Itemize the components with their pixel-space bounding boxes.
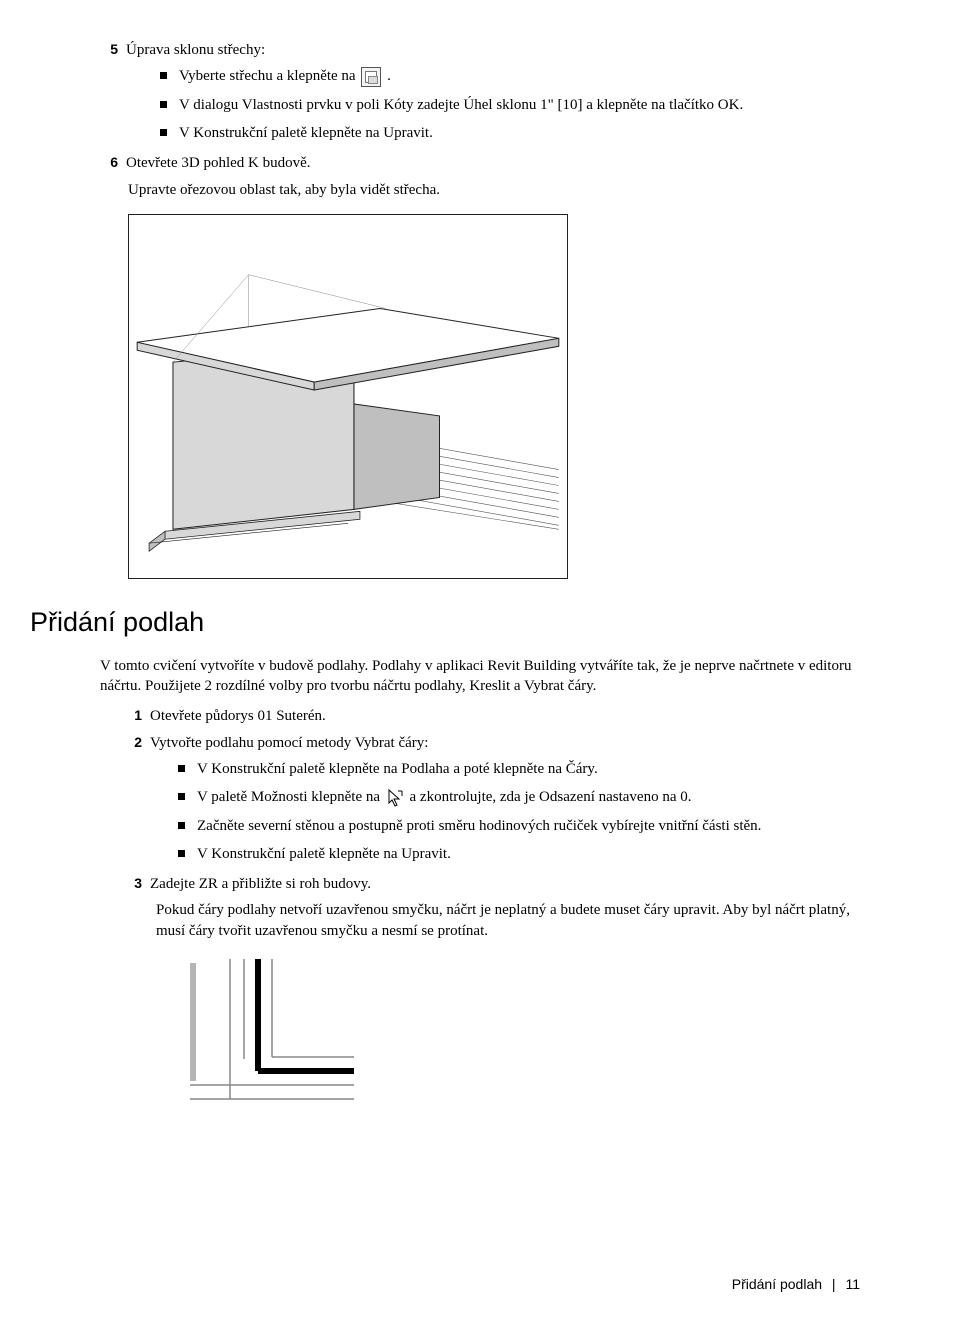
list-item: V Konstrukční paletě klepněte na Podlaha… xyxy=(178,759,860,779)
bullet-1-pre: Vyberte střechu a klepněte na xyxy=(179,68,359,84)
list-item: V Konstrukční paletě klepněte na Upravit… xyxy=(160,123,860,143)
figure-corner-sketch xyxy=(184,959,860,1114)
step-3-para: Pokud čáry podlahy netvoří uzavřenou smy… xyxy=(156,900,860,941)
list-item: Vyberte střechu a klepněte na . xyxy=(160,66,860,87)
s2-bullet-1: V Konstrukční paletě klepněte na Podlaha… xyxy=(197,759,860,779)
step-2-line: 2 Vytvořte podlahu pomocí metody Vybrat … xyxy=(128,733,860,753)
step-1-line: 1 Otevřete půdorys 01 Suterén. xyxy=(128,706,860,726)
step-5-sublist: Vyberte střechu a klepněte na . V dialog… xyxy=(160,66,860,143)
bullet-icon xyxy=(178,822,185,829)
step-5-number: 5 xyxy=(100,40,118,59)
step-1-number: 1 xyxy=(128,706,142,725)
bullet-icon xyxy=(160,101,167,108)
step-6: 6 Otevřete 3D pohled K budově. Upravte o… xyxy=(100,153,860,200)
list-item: Začněte severní stěnou a postupně proti … xyxy=(178,816,860,836)
step-1-text: Otevřete půdorys 01 Suterén. xyxy=(150,706,860,726)
bullet-1-post: . xyxy=(387,68,391,84)
step-2-text: Vytvořte podlahu pomocí metody Vybrat čá… xyxy=(150,733,860,753)
section-intro: V tomto cvičení vytvoříte v budově podla… xyxy=(100,656,860,697)
content-column: 5 Úprava sklonu střechy: Vyberte střechu… xyxy=(100,40,860,1114)
step-3-text: Zadejte ZR a přibližte si roh budovy. xyxy=(150,874,860,894)
footer-label: Přidání podlah xyxy=(732,1276,822,1292)
figure-3d-svg xyxy=(129,215,567,578)
figure-corner-svg xyxy=(184,959,354,1109)
s2-bullet-3: Začněte severní stěnou a postupně proti … xyxy=(197,816,860,836)
bullet-icon xyxy=(178,850,185,857)
step-3-number: 3 xyxy=(128,874,142,893)
step-5: 5 Úprava sklonu střechy: Vyberte střechu… xyxy=(100,40,860,143)
list-item: V dialogu Vlastnosti prvku v poli Kóty z… xyxy=(160,95,860,115)
footer-separator: | xyxy=(832,1276,836,1292)
step-2-number: 2 xyxy=(128,733,142,752)
page-root: 5 Úprava sklonu střechy: Vyberte střechu… xyxy=(0,0,960,1328)
step-6-para: Upravte ořezovou oblast tak, aby byla vi… xyxy=(128,180,860,200)
step-2-sublist: V Konstrukční paletě klepněte na Podlaha… xyxy=(178,759,860,864)
step-5-line: 5 Úprava sklonu střechy: xyxy=(100,40,860,60)
step-6-text: Otevřete 3D pohled K budově. xyxy=(126,153,860,173)
bullet-2-text: V dialogu Vlastnosti prvku v poli Kóty z… xyxy=(179,95,860,115)
bullet-icon xyxy=(178,793,185,800)
s2-bullet-2-pre: V paletě Možnosti klepněte na xyxy=(197,789,384,805)
page-footer: Přidání podlah | 11 xyxy=(732,1276,860,1292)
section-heading: Přidání podlah xyxy=(30,607,860,638)
bullet-icon xyxy=(178,765,185,772)
bullet-text-1: Vyberte střechu a klepněte na . xyxy=(179,66,860,87)
s2-bullet-2: V paletě Možnosti klepněte na a zkontrol… xyxy=(197,787,860,808)
bullet-icon xyxy=(160,129,167,136)
list-item: V Konstrukční paletě klepněte na Upravit… xyxy=(178,844,860,864)
s2-bullet-2-post: a zkontrolujte, zda je Odsazení nastaven… xyxy=(410,789,692,805)
figure-3d-roof xyxy=(128,214,568,579)
step-3-line: 3 Zadejte ZR a přibližte si roh budovy. xyxy=(128,874,860,894)
pick-cursor-icon xyxy=(386,788,404,808)
step-5-text: Úprava sklonu střechy: xyxy=(126,40,860,60)
bullet-3-text: V Konstrukční paletě klepněte na Upravit… xyxy=(179,123,860,143)
element-properties-icon xyxy=(361,67,381,87)
step-6-number: 6 xyxy=(100,153,118,172)
list-item: V paletě Možnosti klepněte na a zkontrol… xyxy=(178,787,860,808)
bullet-icon xyxy=(160,72,167,79)
step-6-line: 6 Otevřete 3D pohled K budově. xyxy=(100,153,860,173)
s2-bullet-4: V Konstrukční paletě klepněte na Upravit… xyxy=(197,844,860,864)
footer-page-number: 11 xyxy=(845,1276,860,1292)
section2-steps: 1 Otevřete půdorys 01 Suterén. 2 Vytvořt… xyxy=(128,706,860,1114)
